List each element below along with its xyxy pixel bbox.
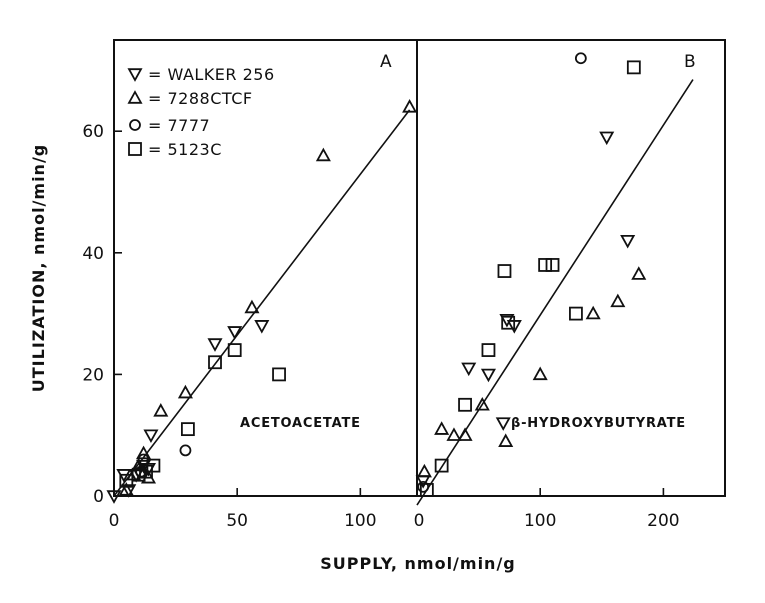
panel-a-point-7288ctcf: [153, 403, 169, 417]
panel-a-point-5123c: [146, 458, 161, 473]
panel-b-point-walker-256: [620, 234, 636, 249]
legend-item-walker-256: = WALKER 256: [127, 65, 275, 84]
panel-a-point-7288ctcf: [118, 482, 134, 496]
panel-a-point-7288ctcf: [136, 445, 152, 460]
panel-b-point-5123c: [569, 306, 583, 321]
panel-b-point-5123c: [458, 397, 472, 412]
legend-label-7288ctcf: = 7288CTCF: [148, 89, 253, 108]
panel-a-point-7288ctcf: [177, 384, 193, 399]
panel-a-point-walker-256: [106, 490, 122, 504]
legend-item-7288ctcf: = 7288CTCF: [127, 89, 253, 108]
panel-b-point-walker-256: [495, 417, 511, 431]
legend-item-7777: = 7777: [129, 116, 210, 135]
panel-a-y-tick-label: 40: [82, 244, 104, 264]
x-axis-label: SUPPLY, nmol/min/g: [320, 554, 515, 573]
legend-item-5123c: = 5123C: [128, 140, 222, 159]
hydroxybutyrate-annotation: β-HYDROXYBUTYRATE: [511, 416, 686, 431]
panel-a-point-walker-256: [254, 320, 270, 334]
panel-b: 0 100 200: [414, 39, 726, 531]
panel-b-point-7288ctcf: [498, 433, 514, 447]
square-icon: [128, 142, 142, 156]
panel-a-x-tick-label: 50: [226, 511, 248, 531]
panel-b-x-tick-label: 200: [647, 511, 679, 531]
panel-b-x-tick-label: 0: [414, 511, 425, 531]
panel-a-point-walker-256: [207, 338, 223, 352]
triangle-down-icon: [127, 68, 143, 82]
panel-b-point-walker-256: [480, 368, 496, 383]
panel-a-point-7288ctcf: [402, 99, 418, 113]
panel-b-point-7288ctcf: [610, 293, 626, 308]
panel-b-point-7288ctcf: [631, 266, 647, 280]
panel-b-point-5123c: [545, 258, 560, 272]
panel-b-point-7288ctcf: [416, 463, 432, 478]
panel-b-x-tick-label: 100: [524, 511, 556, 531]
panel-b-point-5123c: [497, 264, 512, 278]
legend: = WALKER 256 = 7288CTCF = 7777 = 5123C: [127, 65, 275, 159]
panel-b-frame: [416, 39, 726, 497]
panel-b-point-5123c: [434, 458, 449, 473]
panel-a-point-7777: [135, 465, 147, 478]
panel-b-point-5123c: [626, 60, 641, 75]
panel-a-point-5123c: [208, 355, 222, 370]
y-axis-label: UTILIZATION, nmol/min/g: [29, 144, 48, 392]
panel-a-label: A: [380, 52, 392, 72]
panel-a-point-5123c: [272, 367, 286, 382]
panel-a-point-7288ctcf: [315, 147, 331, 162]
triangle-up-icon: [127, 90, 143, 104]
panel-b-point-7288ctcf: [434, 421, 450, 435]
panel-a: 0 50 100 0 20 40 60: [82, 39, 418, 531]
panel-b-point-7288ctcf: [474, 396, 490, 411]
panel-b-point-5123c: [538, 258, 553, 272]
panel-b-point-7288ctcf: [585, 305, 601, 320]
panel-b-point-7777: [417, 480, 430, 493]
panel-b-point-5123c: [481, 343, 496, 357]
panel-a-point-walker-256: [227, 326, 243, 340]
panel-a-point-7288ctcf: [244, 299, 260, 314]
panel-b-point-5123c: [501, 315, 516, 330]
acetoacetate-annotation: ACETOACETATE: [240, 416, 361, 431]
circle-icon: [129, 119, 141, 131]
panel-a-x-tick-label: 0: [109, 511, 120, 531]
panel-a-y-tick-label: 20: [82, 365, 104, 385]
panel-b-point-walker-256: [599, 131, 615, 146]
panel-b-point-7288ctcf: [532, 366, 548, 381]
legend-label-walker-256: = WALKER 256: [148, 65, 275, 84]
panel-a-point-7777: [179, 444, 192, 457]
panel-a-regression-line: [113, 109, 411, 497]
legend-label-7777: = 7777: [148, 116, 210, 135]
legend-label-5123c: = 5123C: [148, 140, 222, 159]
panel-b-point-5123c: [419, 483, 434, 497]
panel-b-point-7288ctcf: [446, 427, 462, 441]
panel-a-point-5123c: [131, 467, 146, 482]
panel-b-label: B: [684, 52, 696, 72]
panel-b-point-7288ctcf: [457, 427, 473, 441]
panel-a-point-5123c: [181, 422, 195, 437]
panel-b-point-walker-256: [461, 362, 477, 377]
panel-a-point-5123c: [227, 343, 242, 357]
panel-a-x-tick-label: 100: [344, 511, 376, 531]
panel-a-y-tick-label: 0: [93, 487, 104, 507]
panel-a-y-tick-label: 60: [82, 122, 104, 142]
panel-b-point-7777: [574, 52, 587, 65]
panel-a-point-walker-256: [143, 429, 159, 444]
panel-a-point-walker-256: [121, 484, 137, 498]
